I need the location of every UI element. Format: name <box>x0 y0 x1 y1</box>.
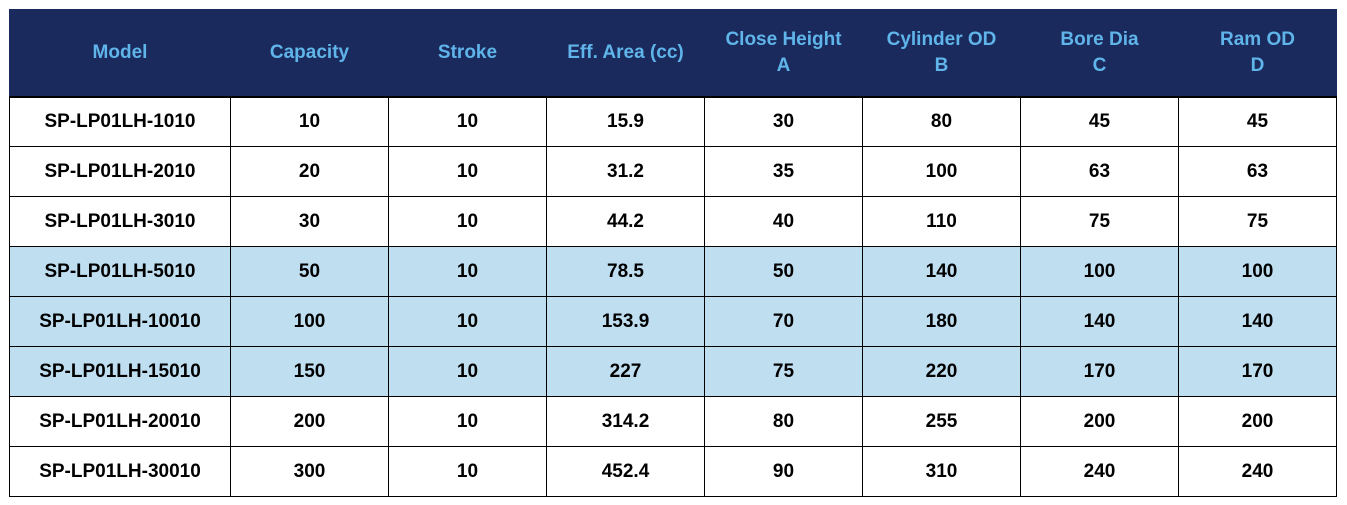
cell-ram-od: 100 <box>1178 246 1337 297</box>
cell-model: SP-LP01LH-10010 <box>9 296 231 347</box>
cell-bore-dia: 170 <box>1020 346 1179 397</box>
cell-eff-area: 15.9 <box>546 96 705 147</box>
cell-eff-area: 452.4 <box>546 446 705 497</box>
cell-eff-area: 227 <box>546 346 705 397</box>
header-capacity: Capacity <box>230 9 389 98</box>
cell-model: SP-LP01LH-20010 <box>9 396 231 447</box>
cell-model: SP-LP01LH-1010 <box>9 96 231 147</box>
cell-close-height: 35 <box>704 146 863 197</box>
header-label: Capacity <box>269 41 350 63</box>
cell-bore-dia: 45 <box>1020 96 1179 147</box>
table-row: SP-LP01LH-5010 50 10 78.5 50 140 100 100 <box>9 246 1337 297</box>
cell-close-height: 80 <box>704 396 863 447</box>
header-label: Stroke <box>437 41 498 63</box>
header-close-height: Close Height A <box>704 9 863 98</box>
header-label: Model <box>92 41 148 63</box>
cell-bore-dia: 75 <box>1020 196 1179 247</box>
cell-close-height: 75 <box>704 346 863 397</box>
cell-stroke: 10 <box>388 396 547 447</box>
cell-ram-od: 63 <box>1178 146 1337 197</box>
table-row: SP-LP01LH-15010 150 10 227 75 220 170 17… <box>9 346 1337 397</box>
header-sublabel: B <box>934 54 949 76</box>
cell-capacity: 10 <box>230 96 389 147</box>
cell-stroke: 10 <box>388 296 547 347</box>
cell-model: SP-LP01LH-5010 <box>9 246 231 297</box>
header-label: Bore Dia <box>1060 28 1139 50</box>
header-label: Eff. Area (cc) <box>567 41 684 63</box>
header-cylinder-od: Cylinder OD B <box>862 9 1021 98</box>
cell-capacity: 30 <box>230 196 389 247</box>
cell-capacity: 300 <box>230 446 389 497</box>
spec-table-container: Model Capacity Stroke Eff. Area (cc) Clo… <box>9 9 1337 497</box>
table-row: SP-LP01LH-3010 30 10 44.2 40 110 75 75 <box>9 196 1337 247</box>
cell-eff-area: 314.2 <box>546 396 705 447</box>
cell-eff-area: 153.9 <box>546 296 705 347</box>
cell-close-height: 50 <box>704 246 863 297</box>
cell-ram-od: 240 <box>1178 446 1337 497</box>
spec-table: Model Capacity Stroke Eff. Area (cc) Clo… <box>9 9 1337 497</box>
cell-eff-area: 78.5 <box>546 246 705 297</box>
cell-stroke: 10 <box>388 196 547 247</box>
cell-eff-area: 44.2 <box>546 196 705 247</box>
cell-stroke: 10 <box>388 246 547 297</box>
cell-bore-dia: 240 <box>1020 446 1179 497</box>
cell-cylinder-od: 255 <box>862 396 1021 447</box>
cell-cylinder-od: 220 <box>862 346 1021 397</box>
header-label: Ram OD <box>1220 28 1295 50</box>
cell-ram-od: 75 <box>1178 196 1337 247</box>
cell-close-height: 70 <box>704 296 863 347</box>
cell-model: SP-LP01LH-15010 <box>9 346 231 397</box>
header-row: Model Capacity Stroke Eff. Area (cc) Clo… <box>9 9 1337 98</box>
cell-model: SP-LP01LH-3010 <box>9 196 231 247</box>
cell-ram-od: 45 <box>1178 96 1337 147</box>
cell-model: SP-LP01LH-2010 <box>9 146 231 197</box>
cell-ram-od: 170 <box>1178 346 1337 397</box>
cell-ram-od: 200 <box>1178 396 1337 447</box>
header-bore-dia: Bore Dia C <box>1020 9 1179 98</box>
cell-bore-dia: 140 <box>1020 296 1179 347</box>
cell-stroke: 10 <box>388 146 547 197</box>
table-row: SP-LP01LH-2010 20 10 31.2 35 100 63 63 <box>9 146 1337 197</box>
cell-capacity: 150 <box>230 346 389 397</box>
header-ram-od: Ram OD D <box>1178 9 1337 98</box>
cell-cylinder-od: 140 <box>862 246 1021 297</box>
cell-model: SP-LP01LH-30010 <box>9 446 231 497</box>
cell-ram-od: 140 <box>1178 296 1337 347</box>
header-eff-area: Eff. Area (cc) <box>546 9 705 98</box>
cell-cylinder-od: 310 <box>862 446 1021 497</box>
cell-cylinder-od: 80 <box>862 96 1021 147</box>
header-model: Model <box>9 9 231 98</box>
table-row: SP-LP01LH-1010 10 10 15.9 30 80 45 45 <box>9 96 1337 147</box>
header-label: Close Height <box>725 28 842 50</box>
cell-capacity: 20 <box>230 146 389 197</box>
cell-close-height: 40 <box>704 196 863 247</box>
cell-stroke: 10 <box>388 96 547 147</box>
cell-cylinder-od: 180 <box>862 296 1021 347</box>
cell-capacity: 100 <box>230 296 389 347</box>
cell-bore-dia: 200 <box>1020 396 1179 447</box>
header-sublabel: C <box>1092 54 1107 76</box>
cell-cylinder-od: 110 <box>862 196 1021 247</box>
table-row: SP-LP01LH-10010 100 10 153.9 70 180 140 … <box>9 296 1337 347</box>
table-row: SP-LP01LH-20010 200 10 314.2 80 255 200 … <box>9 396 1337 447</box>
table-row: SP-LP01LH-30010 300 10 452.4 90 310 240 … <box>9 446 1337 497</box>
table-body: SP-LP01LH-1010 10 10 15.9 30 80 45 45 SP… <box>9 96 1337 497</box>
cell-eff-area: 31.2 <box>546 146 705 197</box>
cell-stroke: 10 <box>388 346 547 397</box>
cell-bore-dia: 63 <box>1020 146 1179 197</box>
cell-close-height: 90 <box>704 446 863 497</box>
header-stroke: Stroke <box>388 9 547 98</box>
header-sublabel: D <box>1250 54 1265 76</box>
cell-stroke: 10 <box>388 446 547 497</box>
header-sublabel: A <box>776 54 791 76</box>
cell-bore-dia: 100 <box>1020 246 1179 297</box>
cell-capacity: 200 <box>230 396 389 447</box>
cell-capacity: 50 <box>230 246 389 297</box>
header-label: Cylinder OD <box>886 28 997 50</box>
cell-cylinder-od: 100 <box>862 146 1021 197</box>
cell-close-height: 30 <box>704 96 863 147</box>
